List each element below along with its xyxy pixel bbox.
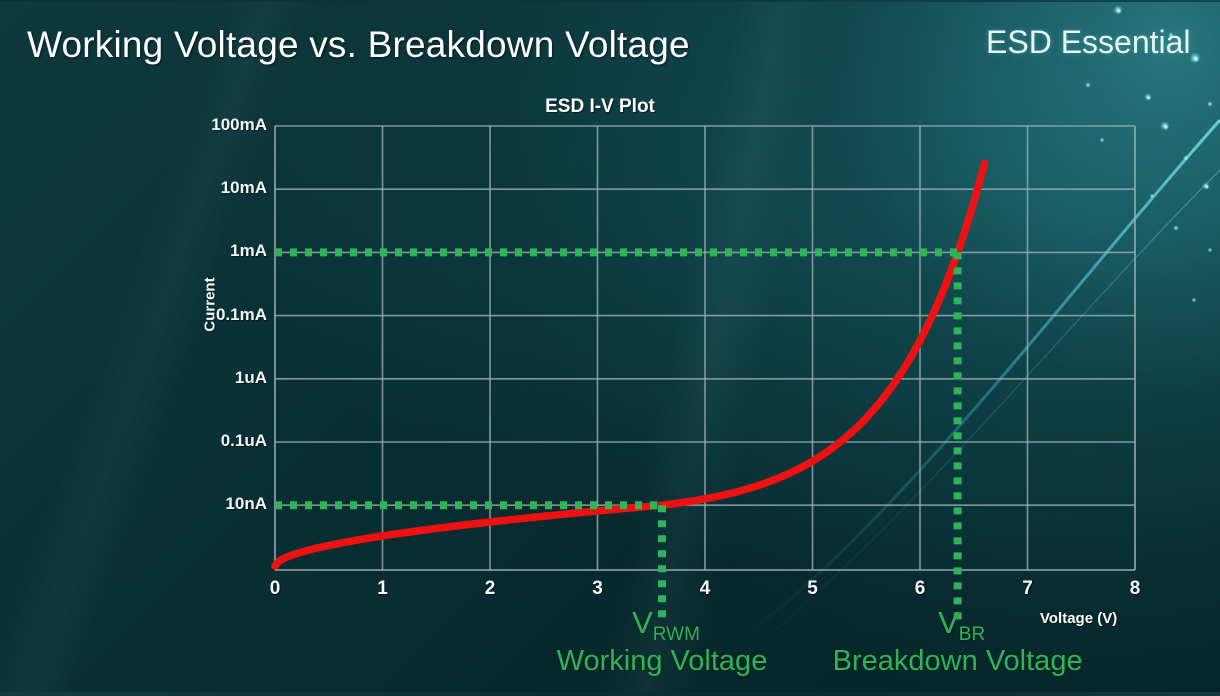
x-tick-2: 2 (484, 578, 496, 599)
marker-symbol-subscript: RWM (652, 624, 700, 646)
page-title: Working Voltage vs. Breakdown Voltage (27, 24, 690, 65)
x-tick-8: 8 (1129, 578, 1141, 599)
y-tick-label: 10nA (225, 494, 267, 514)
slide-bottom-edge (0, 692, 1220, 696)
brand-corner-label: ESD Essential (986, 24, 1191, 60)
y-tick-label: 0.1mA (215, 304, 267, 324)
x-tick-3: 3 (592, 578, 603, 599)
x-tick-6: 6 (914, 578, 926, 599)
x-tick-4: 4 (699, 578, 711, 599)
y-tick-label: 10mA (220, 178, 267, 198)
chart-gridlines (274, 125, 1136, 571)
marker-label-V_BR: Breakdown Voltage (832, 645, 1083, 677)
y-tick-label: 1uA (234, 367, 267, 387)
x-tick-0: 0 (269, 578, 281, 599)
marker-symbol-letter: V (632, 605, 653, 640)
chart-title-text: ESD I-V Plot (545, 96, 655, 117)
x-axis-label: Voltage (V) (1040, 610, 1118, 627)
iv-curve (271, 159, 989, 570)
x-tick-1: 1 (377, 578, 388, 599)
slide-top-edge (0, 0, 1220, 2)
marker-guide-lines (275, 248, 962, 620)
x-tick-5: 5 (807, 578, 818, 599)
marker-symbol-V_BR: VBR (938, 605, 985, 646)
marker-label-V_RWM: Working Voltage (556, 645, 768, 677)
y-tick-label: 1mA (230, 241, 267, 261)
chart-title: ESD I-V Plot (0, 96, 1220, 118)
y-tick-label: 100mA (211, 115, 267, 134)
marker-symbol-letter: V (938, 605, 959, 640)
x-tick-7: 7 (1022, 578, 1033, 599)
marker-symbol-V_RWM: VRWM (632, 605, 700, 646)
marker-symbol-subscript: BR (958, 624, 986, 646)
y-tick-label: 0.1uA (220, 431, 267, 450)
